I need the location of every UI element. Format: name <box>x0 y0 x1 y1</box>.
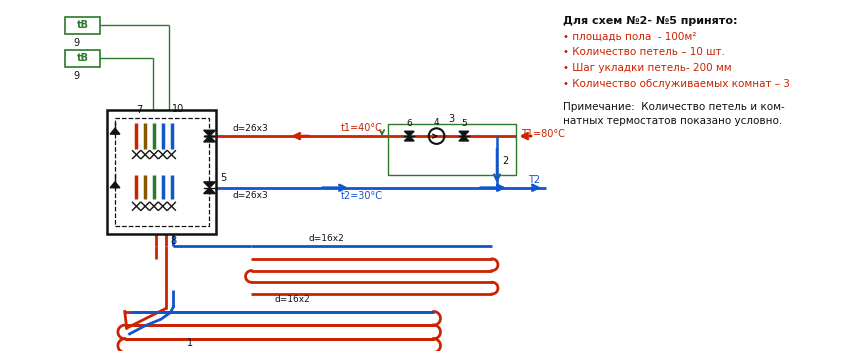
Polygon shape <box>404 131 414 136</box>
Polygon shape <box>110 128 120 134</box>
Text: d=26x3: d=26x3 <box>232 191 269 200</box>
Text: • Количество петель – 10 шт.: • Количество петель – 10 шт. <box>563 47 725 57</box>
Text: d=16x2: d=16x2 <box>274 295 310 304</box>
Text: 8: 8 <box>171 236 177 246</box>
Polygon shape <box>459 136 469 141</box>
Text: 5: 5 <box>461 119 466 128</box>
Text: Для схем №2- №5 принято:: Для схем №2- №5 принято: <box>563 16 738 26</box>
Polygon shape <box>459 131 469 136</box>
Text: • Количество обслуживаемых комнат – 3: • Количество обслуживаемых комнат – 3 <box>563 79 790 89</box>
Text: 4: 4 <box>434 118 440 127</box>
Polygon shape <box>204 182 216 188</box>
Text: tB: tB <box>77 20 88 30</box>
Bar <box>115 117 209 226</box>
Polygon shape <box>404 136 414 141</box>
Text: T2: T2 <box>528 175 541 185</box>
Text: • площадь пола  - 100м²: • площадь пола - 100м² <box>563 32 696 42</box>
Text: 9: 9 <box>73 71 79 81</box>
Bar <box>66 50 100 67</box>
Text: Примечание:  Количество петель и ком-: Примечание: Количество петель и ком- <box>563 102 785 112</box>
Text: t1=40°C: t1=40°C <box>341 123 383 133</box>
Text: 1: 1 <box>187 338 193 348</box>
Text: 5: 5 <box>220 173 226 183</box>
Text: натных термостатов показано условно.: натных термостатов показано условно. <box>563 116 782 126</box>
Text: tB: tB <box>77 53 88 63</box>
Text: 10: 10 <box>173 104 184 114</box>
Polygon shape <box>110 182 120 188</box>
Polygon shape <box>204 136 216 142</box>
Text: 3: 3 <box>448 114 454 124</box>
Text: 2: 2 <box>502 156 508 167</box>
Bar <box>66 17 100 34</box>
Text: • Шаг укладки петель- 200 мм: • Шаг укладки петель- 200 мм <box>563 63 732 73</box>
Polygon shape <box>204 188 216 194</box>
Bar <box>388 124 516 175</box>
Bar <box>107 110 216 234</box>
Text: t2=30°C: t2=30°C <box>341 190 383 200</box>
Text: T1=80°C: T1=80°C <box>521 129 565 139</box>
Text: 6: 6 <box>407 119 412 128</box>
Text: 9: 9 <box>73 37 79 48</box>
Polygon shape <box>204 130 216 136</box>
Text: d=26x3: d=26x3 <box>232 124 269 133</box>
Text: d=16x2: d=16x2 <box>308 234 344 243</box>
Text: 7: 7 <box>136 105 142 115</box>
